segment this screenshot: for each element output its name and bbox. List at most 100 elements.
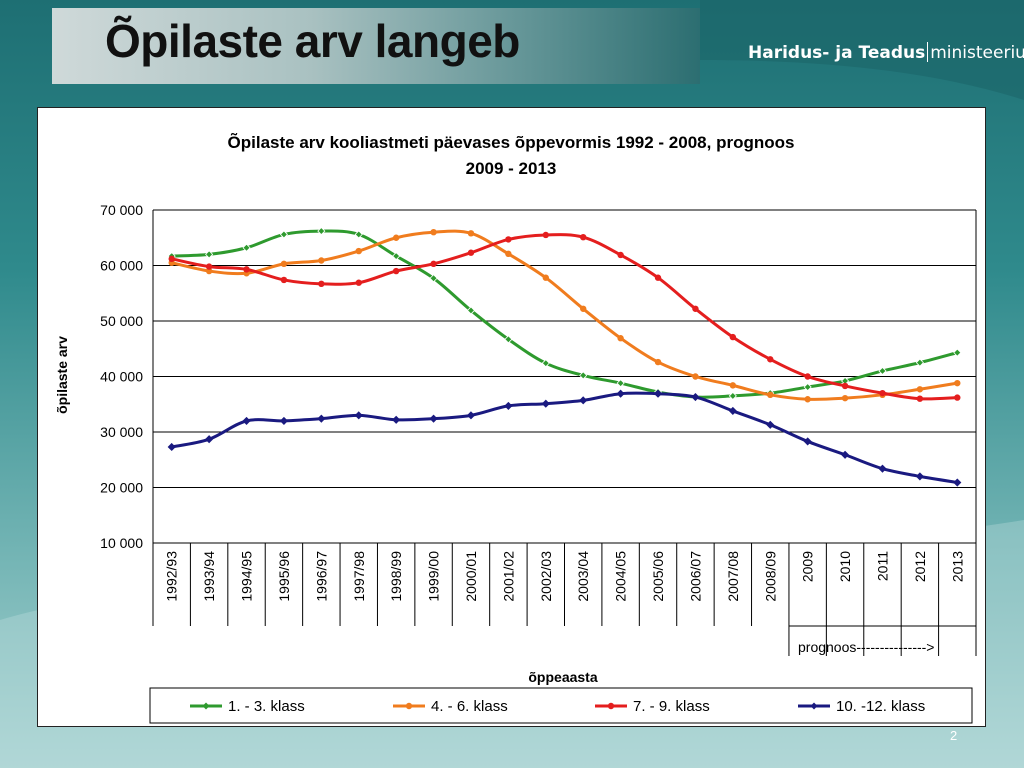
data-point [841,382,849,390]
y-tick-label: 30 000 [100,424,143,440]
data-point [542,231,549,239]
data-point [354,230,363,239]
data-point [579,371,588,380]
data-point [541,359,550,368]
legend-marker [405,702,413,710]
x-tick-label: 2006/07 [687,551,703,602]
slide-number: 2 [950,728,958,743]
series-line [171,229,958,399]
data-point [243,266,250,273]
data-point [504,401,513,410]
legend-marker [810,702,818,710]
data-point [878,464,887,473]
legend-entry: 4. - 6. klass [431,698,508,715]
data-point [953,348,962,357]
data-point [653,389,663,398]
series-4 [167,389,962,487]
legend-marker [607,702,615,710]
data-point [803,382,812,392]
series-1 [167,227,962,402]
data-point [504,335,513,344]
legend-entry: 10. -12. klass [836,698,925,715]
data-point [692,305,699,312]
data-point [167,442,176,452]
data-point [392,251,401,261]
chart-title-line-2: 2009 - 2013 [466,159,557,178]
data-point [953,478,962,487]
legend-box [149,687,973,724]
data-point [841,394,849,402]
x-tick-label: 2005/06 [650,551,666,602]
data-point [205,435,214,444]
y-tick-label: 40 000 [100,369,143,385]
data-point [580,305,587,312]
data-point [915,472,924,481]
x-tick-label: 2011 [874,551,890,581]
data-point [392,267,400,275]
data-point [728,406,737,415]
ministry-name-light: ministeerium [930,43,1024,63]
data-point [354,411,363,420]
data-point [355,247,362,255]
ministry-name-bold: Haridus- ja Teadus [748,43,926,63]
legend-entry: 7. - 9. klass [633,698,710,715]
series-line [171,391,958,484]
slide-title: Õpilaste arv langeb [105,15,520,67]
data-point [392,415,401,424]
x-tick-label: 1993/94 [201,551,217,602]
data-point [729,333,737,341]
data-point [804,396,811,403]
series-lines [167,227,962,487]
data-point [767,391,774,399]
series-line [171,233,958,401]
data-point [767,356,774,363]
data-point [879,389,886,397]
x-axis-label: õppeaasta [528,669,597,685]
x-tick-label: 2003/04 [575,551,591,602]
x-tick-label: 2001/02 [500,551,516,602]
data-point [429,414,438,423]
data-point [279,416,288,425]
data-point [954,394,961,401]
line-chart: Õpilaste arv kooliastmeti päevases õppev… [54,132,977,724]
data-point [168,255,175,263]
chart-frame: Õpilaste arv kooliastmeti päevases õppev… [37,107,986,727]
ministry-logo: Haridus- ja Teadusministeerium [748,42,1024,63]
data-point [429,274,438,283]
y-tick-label: 50 000 [100,313,143,329]
data-point [317,414,326,423]
x-tick-label: 1992/93 [164,551,180,602]
legend-entry: 1. - 3. klass [228,698,305,715]
x-axis-categories: 1992/93 1993/94 1994/95 1995/96 1996/97 1997/… [152,543,977,656]
data-point [467,230,475,237]
x-tick-label: 2002/03 [538,551,554,602]
legend: 1. - 3. klass 4. - 6. klass 7. - 9. klass 1… [190,698,925,715]
x-tick-label: 2007/08 [725,551,741,602]
data-point [242,416,251,425]
data-point [729,382,737,389]
data-point [804,373,811,380]
data-point [466,411,476,420]
data-point [542,274,549,281]
series-3 [168,231,961,402]
title-bar [52,8,700,84]
x-tick-label: 2009 [800,551,816,582]
series-line [171,229,958,401]
series-2 [168,229,961,403]
data-point [505,250,512,258]
data-point [841,450,850,459]
x-tick-label: 2012 [912,551,928,582]
data-point [505,236,512,243]
x-tick-label: 1994/95 [239,551,255,602]
y-axis-ticks: 70 000 60 000 50 000 40 000 30 000 20 000 10 0… [100,202,143,551]
data-point [317,227,326,236]
data-point [318,280,325,288]
data-point [954,379,961,387]
data-point [878,366,887,376]
data-point [280,260,288,268]
x-tick-label: 2000/01 [463,551,479,602]
data-point [280,276,288,284]
grid-lines [152,209,977,544]
data-point [318,257,325,264]
forecast-label: prognoos---------------> [798,639,935,655]
